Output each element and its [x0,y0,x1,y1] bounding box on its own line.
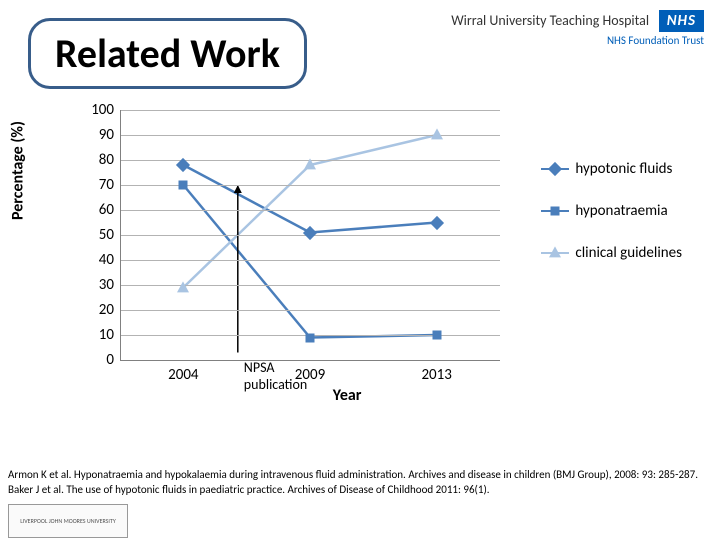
gridline [120,135,500,136]
footer-logo-text: LIVERPOOL JOHN MOORES UNIVERSITY [20,517,116,525]
y-tick-label: 10 [99,326,114,344]
gridline [120,185,500,186]
legend-item: hyponatraemia [541,202,682,220]
y-tick-label: 20 [99,301,114,319]
annotation-arrow-head [234,185,242,193]
legend-line-sample [541,210,569,212]
x-axis-line [120,360,500,361]
legend-line-sample [541,168,569,170]
y-axis-line [120,110,121,360]
chart-legend: hypotonic fluids hyponatraemia clinical gu… [541,160,682,286]
nhs-logo: NHS [659,10,704,32]
y-tick-label: 70 [99,176,114,194]
gridline [120,110,500,111]
y-tick-label: 80 [99,151,114,169]
gridline [120,260,500,261]
y-tick-label: 50 [99,226,114,244]
nhs-subtitle: NHS Foundation Trust [451,34,704,47]
y-tick-label: 100 [91,101,114,119]
x-tick-label: 2013 [421,366,451,384]
series-line [183,185,436,338]
y-tick-label: 0 [106,351,114,369]
slide-title-box: Related Work [28,18,307,89]
series-line [183,165,436,233]
x-tick-label: 2004 [168,366,198,384]
gridline [120,210,500,211]
legend-label: clinical guidelines [575,244,682,262]
references: Armon K et al. Hyponatraemia and hypokal… [8,468,712,498]
y-tick-label: 90 [99,126,114,144]
org-name: Wirral University Teaching Hospital [451,12,649,29]
y-tick-label: 60 [99,201,114,219]
header-right: Wirral University Teaching Hospital NHS … [451,10,704,47]
legend-label: hypotonic fluids [575,160,672,178]
plot-region: 0102030405060708090100200420092013YearNP… [120,110,500,360]
legend-item: hypotonic fluids [541,160,682,178]
legend-item: clinical guidelines [541,244,682,262]
reference-1: Armon K et al. Hyponatraemia and hypokal… [8,468,712,483]
chart-area: Percentage (%) 0102030405060708090100200… [36,100,676,420]
legend-line-sample [541,252,569,254]
legend-label: hyponatraemia [575,202,667,220]
reference-2: Baker J et al. The use of hypotonic flui… [8,483,712,498]
gridline [120,310,500,311]
footer-university-logo: LIVERPOOL JOHN MOORES UNIVERSITY [8,504,128,538]
x-axis-label: Year [333,386,362,405]
y-axis-label: Percentage (%) [9,121,28,220]
annotation-label: NPSApublication [244,359,307,393]
y-tick-label: 40 [99,251,114,269]
slide-title: Related Work [55,29,280,78]
y-tick-label: 30 [99,276,114,294]
